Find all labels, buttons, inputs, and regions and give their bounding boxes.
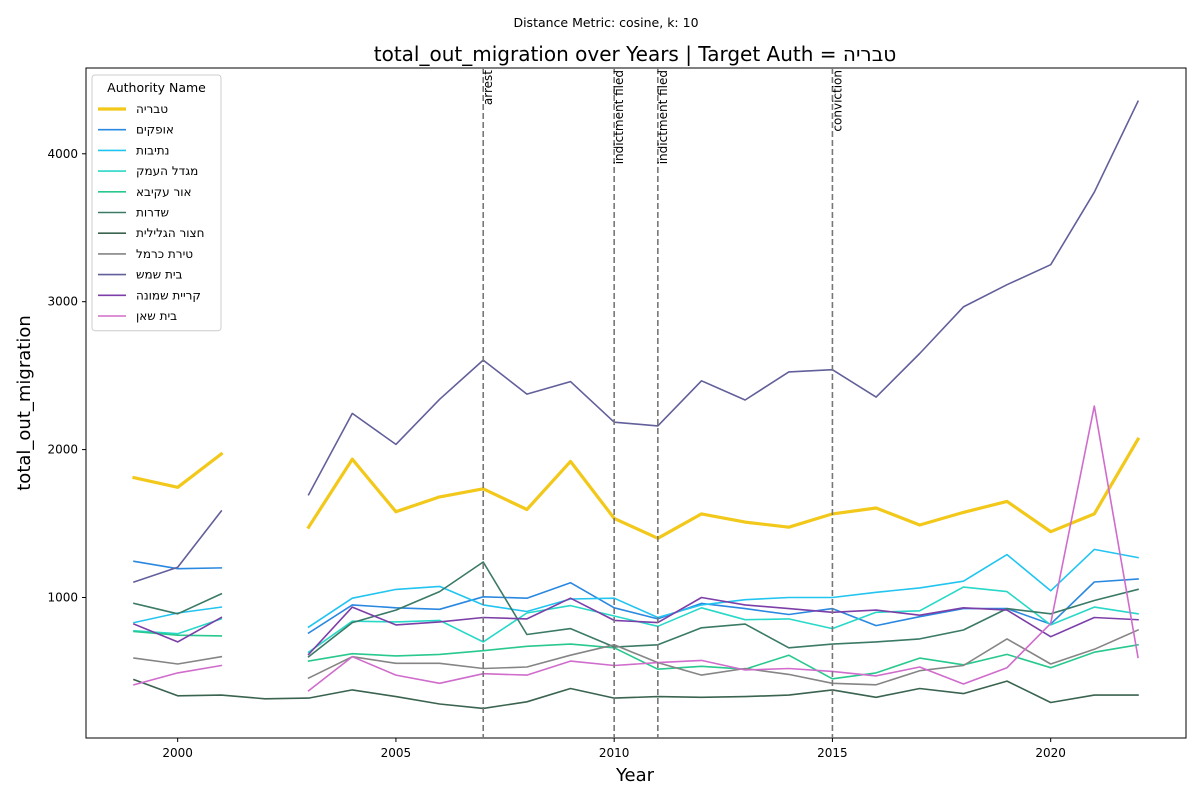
legend-label-10: בית שאן <box>136 309 177 323</box>
legend-label-7: טירת כרמל <box>136 247 193 261</box>
legend-label-2: נתיבות <box>136 143 169 157</box>
legend-label-6: חצור הגלילית <box>136 226 205 240</box>
series-line-2 <box>133 606 223 624</box>
legend-box <box>91 74 222 332</box>
series-line-6 <box>132 678 1139 710</box>
series-line-5 <box>307 561 1139 658</box>
event-label-3: conviction <box>830 70 844 132</box>
series-line-10 <box>307 405 1139 692</box>
event-label-2: indictment filed <box>656 70 670 164</box>
y-axis-label: total_out_migration <box>14 315 35 491</box>
x-tick-label: 2020 <box>1035 746 1066 760</box>
plot-area: 2000 2005 2010 2015 2020 1000 2000 3000 4000 arre… <box>47 67 1187 760</box>
y-tick-label: 3000 <box>47 295 78 309</box>
series-line-4 <box>133 630 223 637</box>
series-line-9 <box>132 616 223 643</box>
legend-label-1: אופקים <box>136 123 174 137</box>
legend-label-3: מגדל העמק <box>136 164 198 178</box>
series-line-7 <box>307 628 1140 686</box>
series-line-9 <box>307 596 1139 656</box>
x-tick-label: 2005 <box>381 746 412 760</box>
series-line-0 <box>306 437 1141 540</box>
series-line-5 <box>133 592 223 615</box>
series-line-2 <box>307 548 1139 629</box>
event-label-1: indictment filed <box>612 70 626 164</box>
y-tick-label: 1000 <box>47 590 78 604</box>
legend-label-4: אור עקיבא <box>136 185 192 199</box>
x-tick-label: 2015 <box>817 746 848 760</box>
x-tick-label: 2000 <box>162 746 193 760</box>
series-line-8 <box>307 100 1140 496</box>
legend-label-8: בית שמש <box>136 268 183 282</box>
series-line-1 <box>307 578 1139 635</box>
event-label-0: arrest <box>481 70 495 105</box>
legend-title: Authority Name <box>107 80 206 95</box>
chart-suptitle: Distance Metric: cosine, k: 10 <box>513 15 698 30</box>
series-line-8 <box>132 509 223 584</box>
legend-label-0: טבריה <box>136 102 168 116</box>
y-tick-label: 4000 <box>47 147 78 161</box>
plot-frame <box>85 67 1187 739</box>
series-line-3 <box>307 586 1139 654</box>
chart-title: total_out_migration over Years | Target … <box>374 42 896 66</box>
legend-label-9: קריית שמונה <box>136 288 201 302</box>
x-tick-label: 2010 <box>599 746 630 760</box>
series-line-10 <box>133 664 223 686</box>
series-line-7 <box>133 655 223 665</box>
series-line-4 <box>307 643 1139 680</box>
series-line-0 <box>132 451 224 489</box>
x-axis-label: Year <box>615 765 655 786</box>
legend-label-5: שדרות <box>136 206 169 220</box>
series-line-1 <box>133 560 223 570</box>
series-line-3 <box>133 617 223 635</box>
y-tick-label: 2000 <box>47 443 78 457</box>
